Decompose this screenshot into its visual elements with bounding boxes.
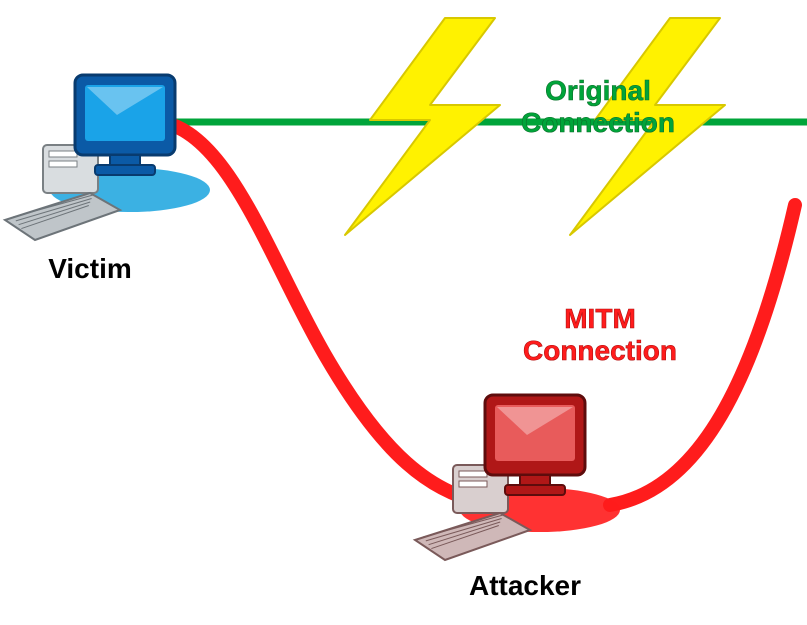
- lightning-bolt-1: [345, 18, 500, 235]
- victim-label: Victim: [48, 253, 132, 284]
- mitm-diagram: VictimAttackerOriginalConnectionMITMConn…: [0, 0, 807, 625]
- attacker-computer: [415, 395, 620, 560]
- original-connection-label-1: Original: [545, 75, 651, 106]
- mitm-connection-label-2: Connection: [523, 335, 677, 366]
- original-connection-label-2: Connection: [521, 107, 675, 138]
- attacker-label: Attacker: [469, 570, 581, 601]
- victim-computer: [5, 75, 210, 240]
- mitm-connection-label-1: MITM: [564, 303, 636, 334]
- mitm-connection-line: [162, 122, 795, 505]
